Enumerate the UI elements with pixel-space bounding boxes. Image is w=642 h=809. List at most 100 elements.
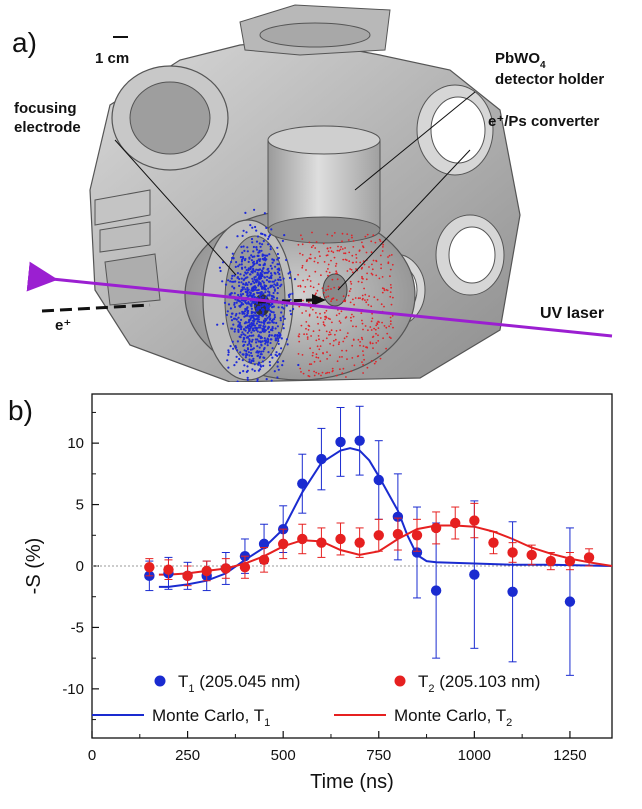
blue-particle [260,314,263,317]
blue-particle [257,326,260,329]
red-particle [368,266,370,268]
red-particle [342,300,345,303]
blue-particle [256,320,259,323]
red-particle [334,333,336,336]
blue-particle [240,325,243,328]
blue-particle [260,272,263,275]
blue-particle [236,276,239,279]
red-particle [331,321,333,324]
focusing-electrode-label-2: electrode [14,119,81,136]
blue-particle [276,252,279,256]
blue-particle [230,277,233,280]
red-particle [341,248,344,250]
blue-particle [247,281,250,284]
blue-particle [238,304,241,308]
blue-particle [276,282,279,285]
red-particle [355,253,357,256]
blue-particle [262,311,265,314]
blue-particle [240,263,243,266]
red-particle [315,292,317,295]
blue-particle [237,281,241,284]
blue-particle [240,288,244,292]
red-particle [314,247,317,249]
red-particle [325,289,327,292]
blue-particle [268,314,271,317]
blue-particle [253,324,257,327]
blue-particle [257,277,260,280]
red-particle [341,349,343,352]
red-particle [327,250,330,253]
blue-particle [286,343,289,346]
red-particle [322,339,325,342]
red-particle [323,311,326,314]
red-particle [339,329,342,331]
red-particle [331,367,334,370]
red-particle [308,314,311,317]
red-particle [349,268,351,270]
blue-particle [252,324,255,327]
red-particle [377,340,380,342]
data-point [297,478,308,489]
blue-particle [250,331,253,334]
blue-particle [245,354,248,357]
blue-particle [282,327,285,330]
red-particle [350,234,353,237]
red-particle [299,284,302,287]
blue-particle [260,350,263,353]
blue-particle [273,335,276,338]
blue-particle [219,269,222,273]
blue-particle [221,280,224,283]
blue-particle [248,360,251,363]
blue-particle [233,274,236,277]
blue-particle [285,338,289,341]
y-tick-label: 5 [76,497,84,514]
red-particle [337,343,340,346]
red-particle [322,323,325,326]
blue-particle [241,234,244,237]
blue-particle [250,259,253,262]
data-point [564,555,576,567]
red-particle [325,296,328,298]
blue-particle [259,245,262,248]
blue-particle [269,317,272,320]
blue-particle [261,360,264,363]
red-particle [360,312,363,314]
red-particle [338,341,341,344]
blue-particle [230,315,233,318]
red-particle [362,245,364,248]
blue-particle [258,242,261,245]
blue-particle [268,364,272,367]
blue-particle [227,366,230,369]
red-particle [349,280,352,283]
red-particle [312,351,314,354]
blue-particle [265,378,268,381]
data-point [450,517,461,529]
red-particle [325,330,328,333]
blue-particle [247,324,251,327]
blue-particle [246,348,250,351]
red-particle [308,257,311,260]
blue-particle [283,234,286,237]
red-particle [301,312,304,314]
red-particle [337,245,339,248]
blue-particle [247,329,251,333]
panel-a-chamber-illustration: a) 1 cm PbWO4 detector holder e⁺/Ps conv… [12,4,613,382]
red-particle [338,320,341,322]
blue-particle [274,337,277,340]
red-particle [331,298,333,301]
blue-particle [232,257,235,260]
red-particle [325,309,328,312]
red-particle [349,301,352,304]
blue-particle [246,250,249,253]
blue-particle [256,259,259,263]
red-particle [313,360,316,363]
y-tick-label: 10 [67,435,84,452]
red-particle [364,293,367,296]
red-particle [326,371,329,374]
blue-particle [267,267,270,270]
blue-particle [263,272,266,275]
red-particle [362,345,365,347]
blue-particle [270,228,273,231]
blue-particle [238,277,241,281]
red-particle [320,374,322,377]
